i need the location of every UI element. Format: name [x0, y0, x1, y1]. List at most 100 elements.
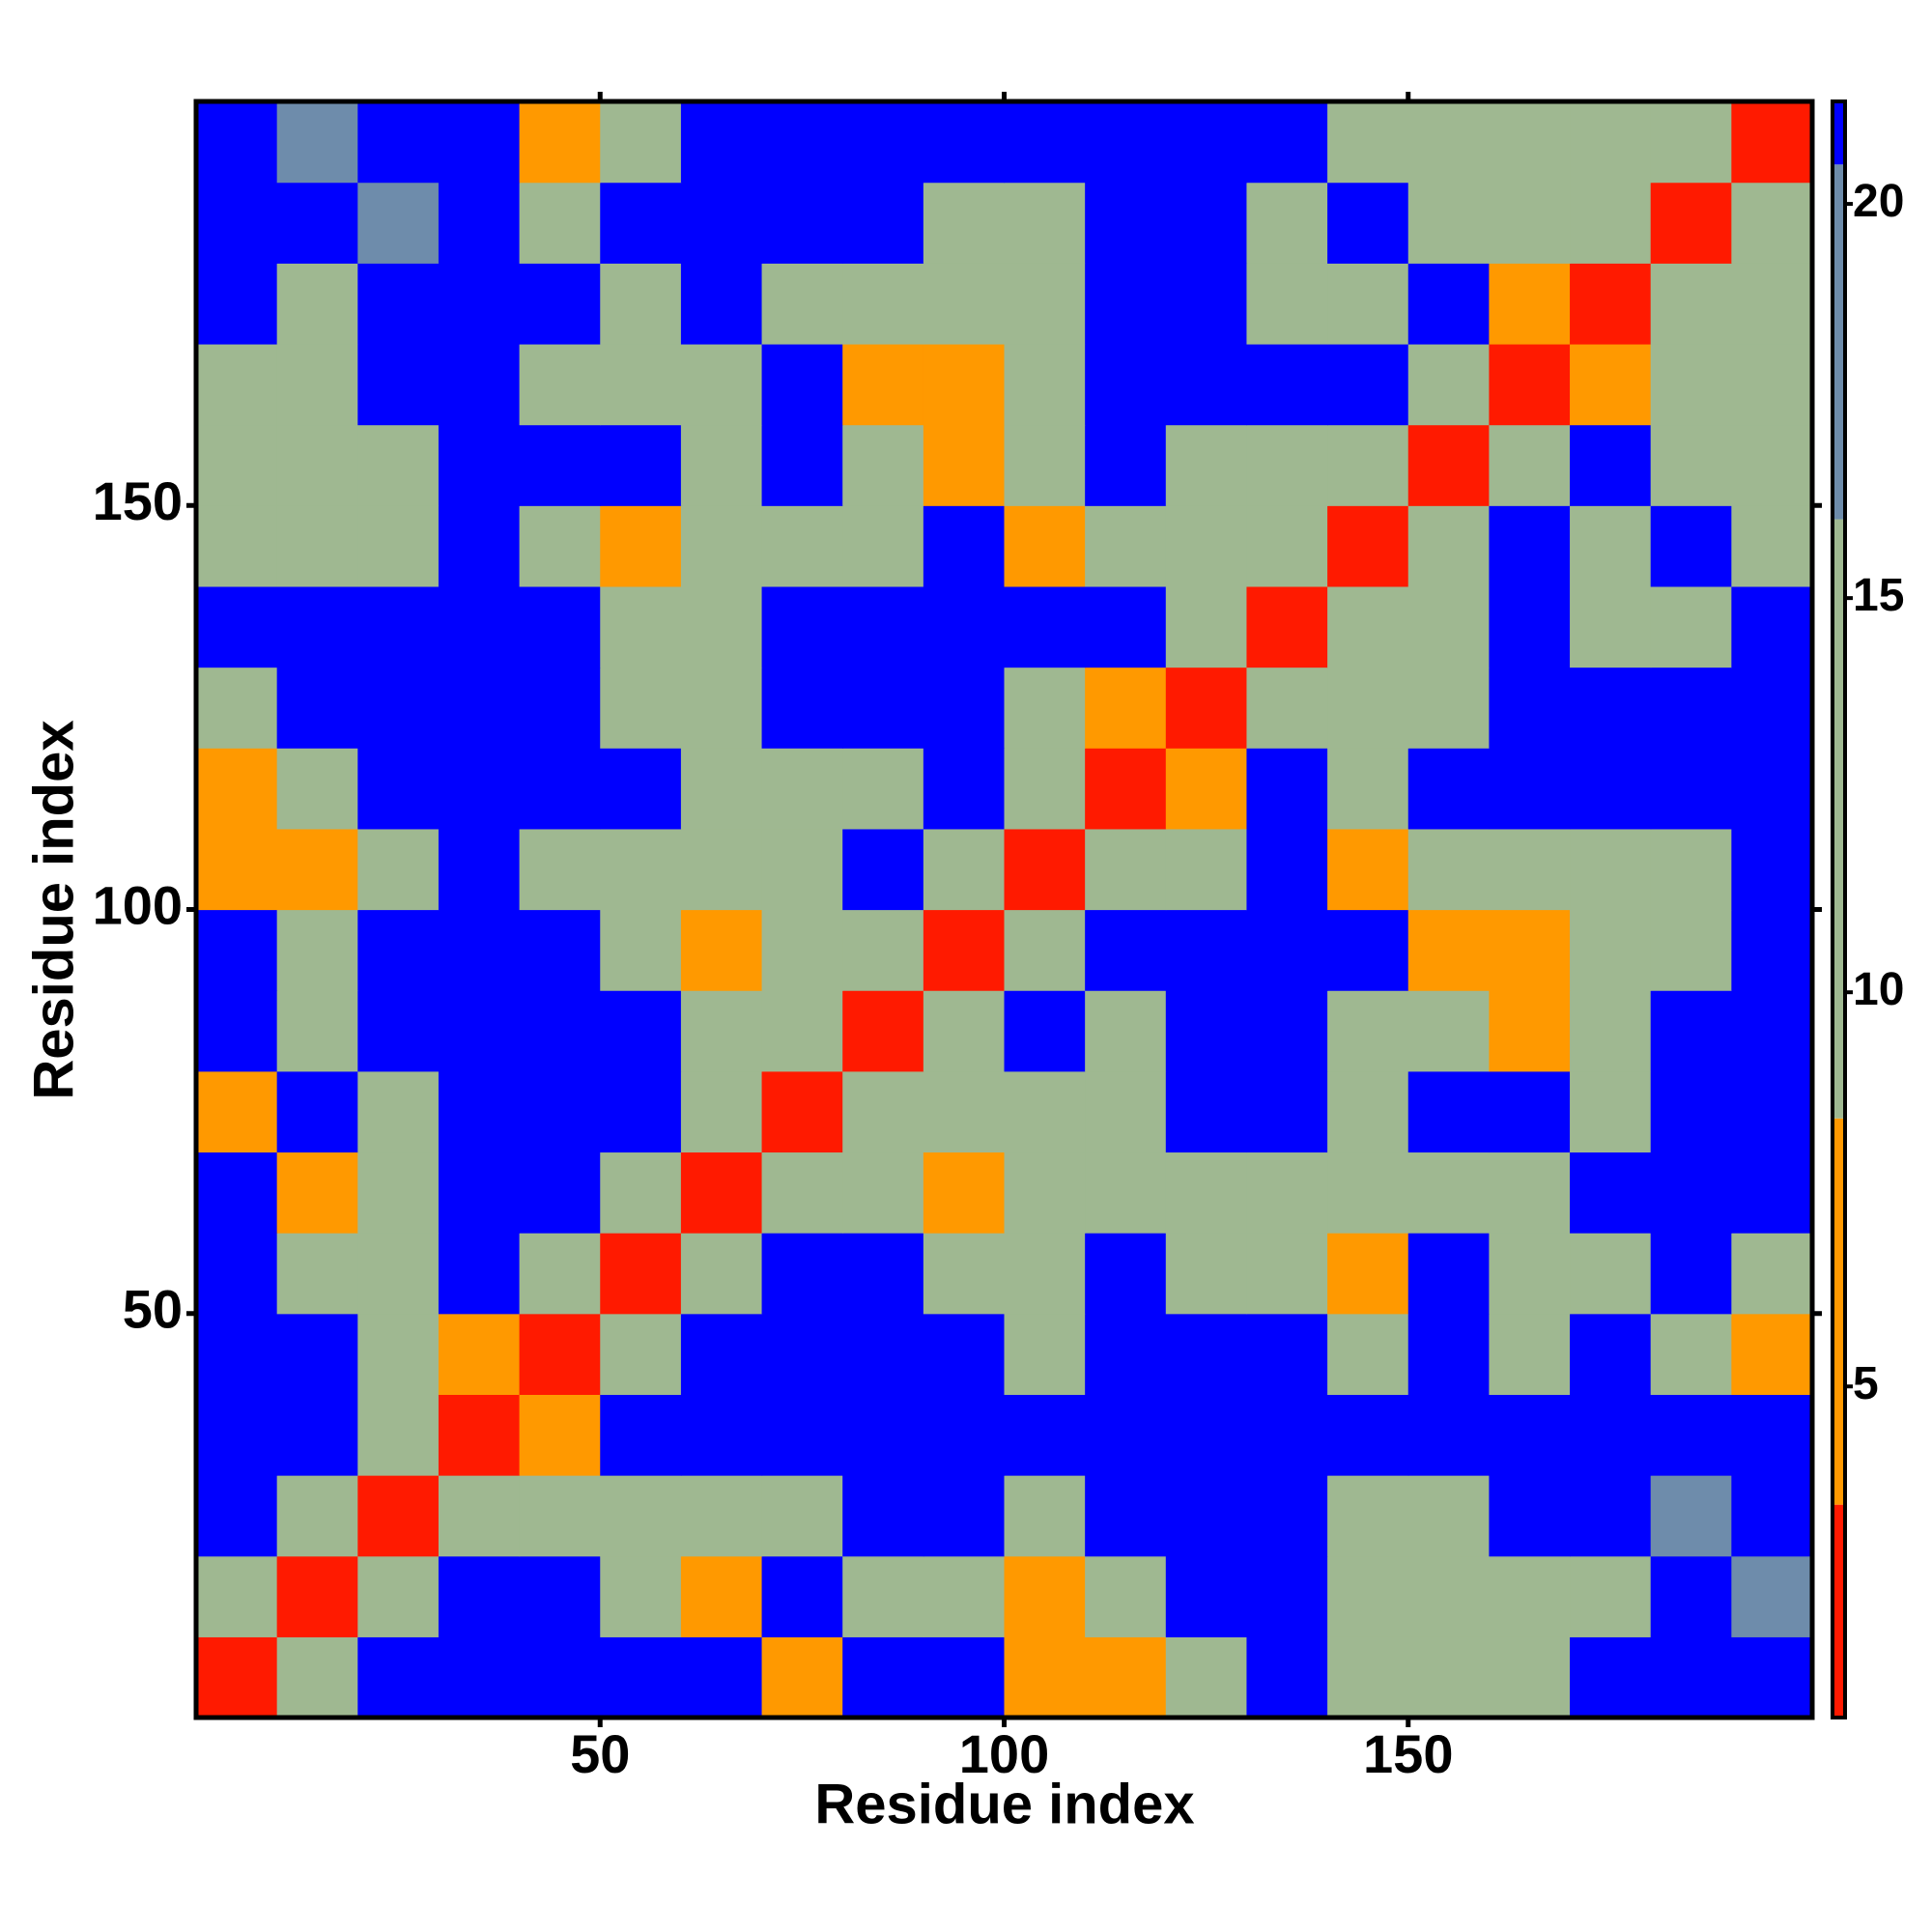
heatmap-cell	[438, 1151, 521, 1234]
heatmap-cell	[1570, 1475, 1652, 1557]
heatmap-cell	[276, 1151, 358, 1234]
heatmap-cell	[357, 1394, 440, 1476]
heatmap-cell	[1570, 263, 1652, 345]
heatmap-cell	[196, 505, 278, 587]
heatmap-cell	[276, 1636, 358, 1719]
heatmap-cell	[1731, 667, 1813, 749]
heatmap-cell	[1489, 263, 1571, 345]
heatmap-cell	[1085, 1151, 1167, 1234]
x-tick-label: 50	[570, 1723, 630, 1784]
heatmap-cell	[923, 343, 1006, 426]
heatmap-cell	[1165, 667, 1248, 749]
heatmap-cell	[1085, 1394, 1167, 1476]
heatmap-cell	[357, 1313, 440, 1395]
heatmap-cell	[761, 505, 843, 587]
heatmap-cell	[276, 424, 358, 506]
heatmap-cell	[438, 182, 521, 264]
heatmap-cell	[600, 748, 682, 830]
heatmap-cell	[1489, 1233, 1571, 1315]
heatmap-cell	[1731, 1394, 1813, 1476]
heatmap-cell	[1004, 101, 1086, 184]
heatmap-cell	[680, 748, 763, 830]
heatmap-cell	[923, 1151, 1006, 1234]
heatmap-cell	[1085, 263, 1167, 345]
colorbar-segment	[1833, 1118, 1845, 1505]
heatmap-cell	[1570, 1555, 1652, 1637]
heatmap-cell	[1165, 748, 1248, 830]
heatmap-cell	[196, 1233, 278, 1315]
heatmap-cell	[357, 1233, 440, 1315]
heatmap-cell	[438, 748, 521, 830]
colorbar-frame	[1831, 99, 1847, 1719]
heatmap-cell	[1407, 1151, 1490, 1234]
heatmap-cell	[519, 505, 601, 587]
heatmap-cell	[1570, 101, 1652, 184]
heatmap-cell	[196, 182, 278, 264]
heatmap-cell	[1004, 182, 1086, 264]
heatmap-cell	[1407, 1394, 1490, 1476]
heatmap-cell	[1731, 1475, 1813, 1557]
heatmap-cell	[1004, 748, 1086, 830]
heatmap-cell	[1489, 343, 1571, 426]
heatmap-cell	[1085, 748, 1167, 830]
heatmap-cell	[1004, 667, 1086, 749]
heatmap-cell	[1407, 1233, 1490, 1315]
heatmap-cell	[1731, 182, 1813, 264]
heatmap-cell	[196, 990, 278, 1072]
heatmap-cell	[1085, 828, 1167, 911]
heatmap-cell	[680, 1233, 763, 1315]
heatmap-cell	[761, 667, 843, 749]
heatmap-cell	[1327, 343, 1409, 426]
heatmap-cell	[196, 1636, 278, 1719]
heatmap-cell	[357, 667, 440, 749]
heatmap-cell	[600, 1555, 682, 1637]
heatmap-cell	[1570, 1313, 1652, 1395]
heatmap-cell	[519, 1475, 601, 1557]
heatmap-cell	[1246, 1555, 1328, 1637]
heatmap-cell	[1165, 585, 1248, 668]
heatmap-cell	[600, 424, 682, 506]
heatmap-cell	[1407, 505, 1490, 587]
heatmap-cell	[1085, 101, 1167, 184]
heatmap-cell	[1407, 1475, 1490, 1557]
heatmap-cell	[842, 424, 924, 506]
heatmap-cell	[438, 505, 521, 587]
heatmap-cell	[1165, 1475, 1248, 1557]
heatmap-cell	[761, 1555, 843, 1637]
heatmap-cell	[680, 1394, 763, 1476]
heatmap-cell	[600, 505, 682, 587]
heatmap-cell	[438, 1394, 521, 1476]
heatmap-cell	[600, 828, 682, 911]
heatmap-cell	[1489, 1313, 1571, 1395]
heatmap-cell	[1407, 909, 1490, 991]
heatmap-cell	[1407, 263, 1490, 345]
heatmap-cell	[923, 1475, 1006, 1557]
heatmap-cell	[1407, 667, 1490, 749]
heatmap-cell	[1327, 585, 1409, 668]
heatmap-cell	[1004, 909, 1086, 991]
heatmap-cell	[1246, 1313, 1328, 1395]
heatmap-cell	[276, 1233, 358, 1315]
heatmap-cell	[1246, 263, 1328, 345]
heatmap-cell	[357, 263, 440, 345]
heatmap-cell	[1165, 505, 1248, 587]
heatmap-cell	[438, 1636, 521, 1719]
heatmap-cell	[1004, 828, 1086, 911]
heatmap-cell	[1650, 1555, 1732, 1637]
heatmap-cell	[1004, 1313, 1086, 1395]
heatmap-cell	[1570, 748, 1652, 830]
heatmap-cell	[600, 1394, 682, 1476]
x-tick-label: 100	[959, 1723, 1049, 1784]
heatmap-cell	[923, 1313, 1006, 1395]
colorbar-tick-label: 15	[1853, 570, 1904, 621]
heatmap-cell	[196, 909, 278, 991]
heatmap-cell	[276, 1394, 358, 1476]
heatmap-cell	[1407, 343, 1490, 426]
heatmap-cell	[1489, 1151, 1571, 1234]
heatmap-cell	[1165, 263, 1248, 345]
heatmap-cell	[276, 1475, 358, 1557]
heatmap-cell	[357, 424, 440, 506]
heatmap-cell	[600, 1475, 682, 1557]
heatmap-cell	[438, 667, 521, 749]
heatmap-cell	[519, 263, 601, 345]
